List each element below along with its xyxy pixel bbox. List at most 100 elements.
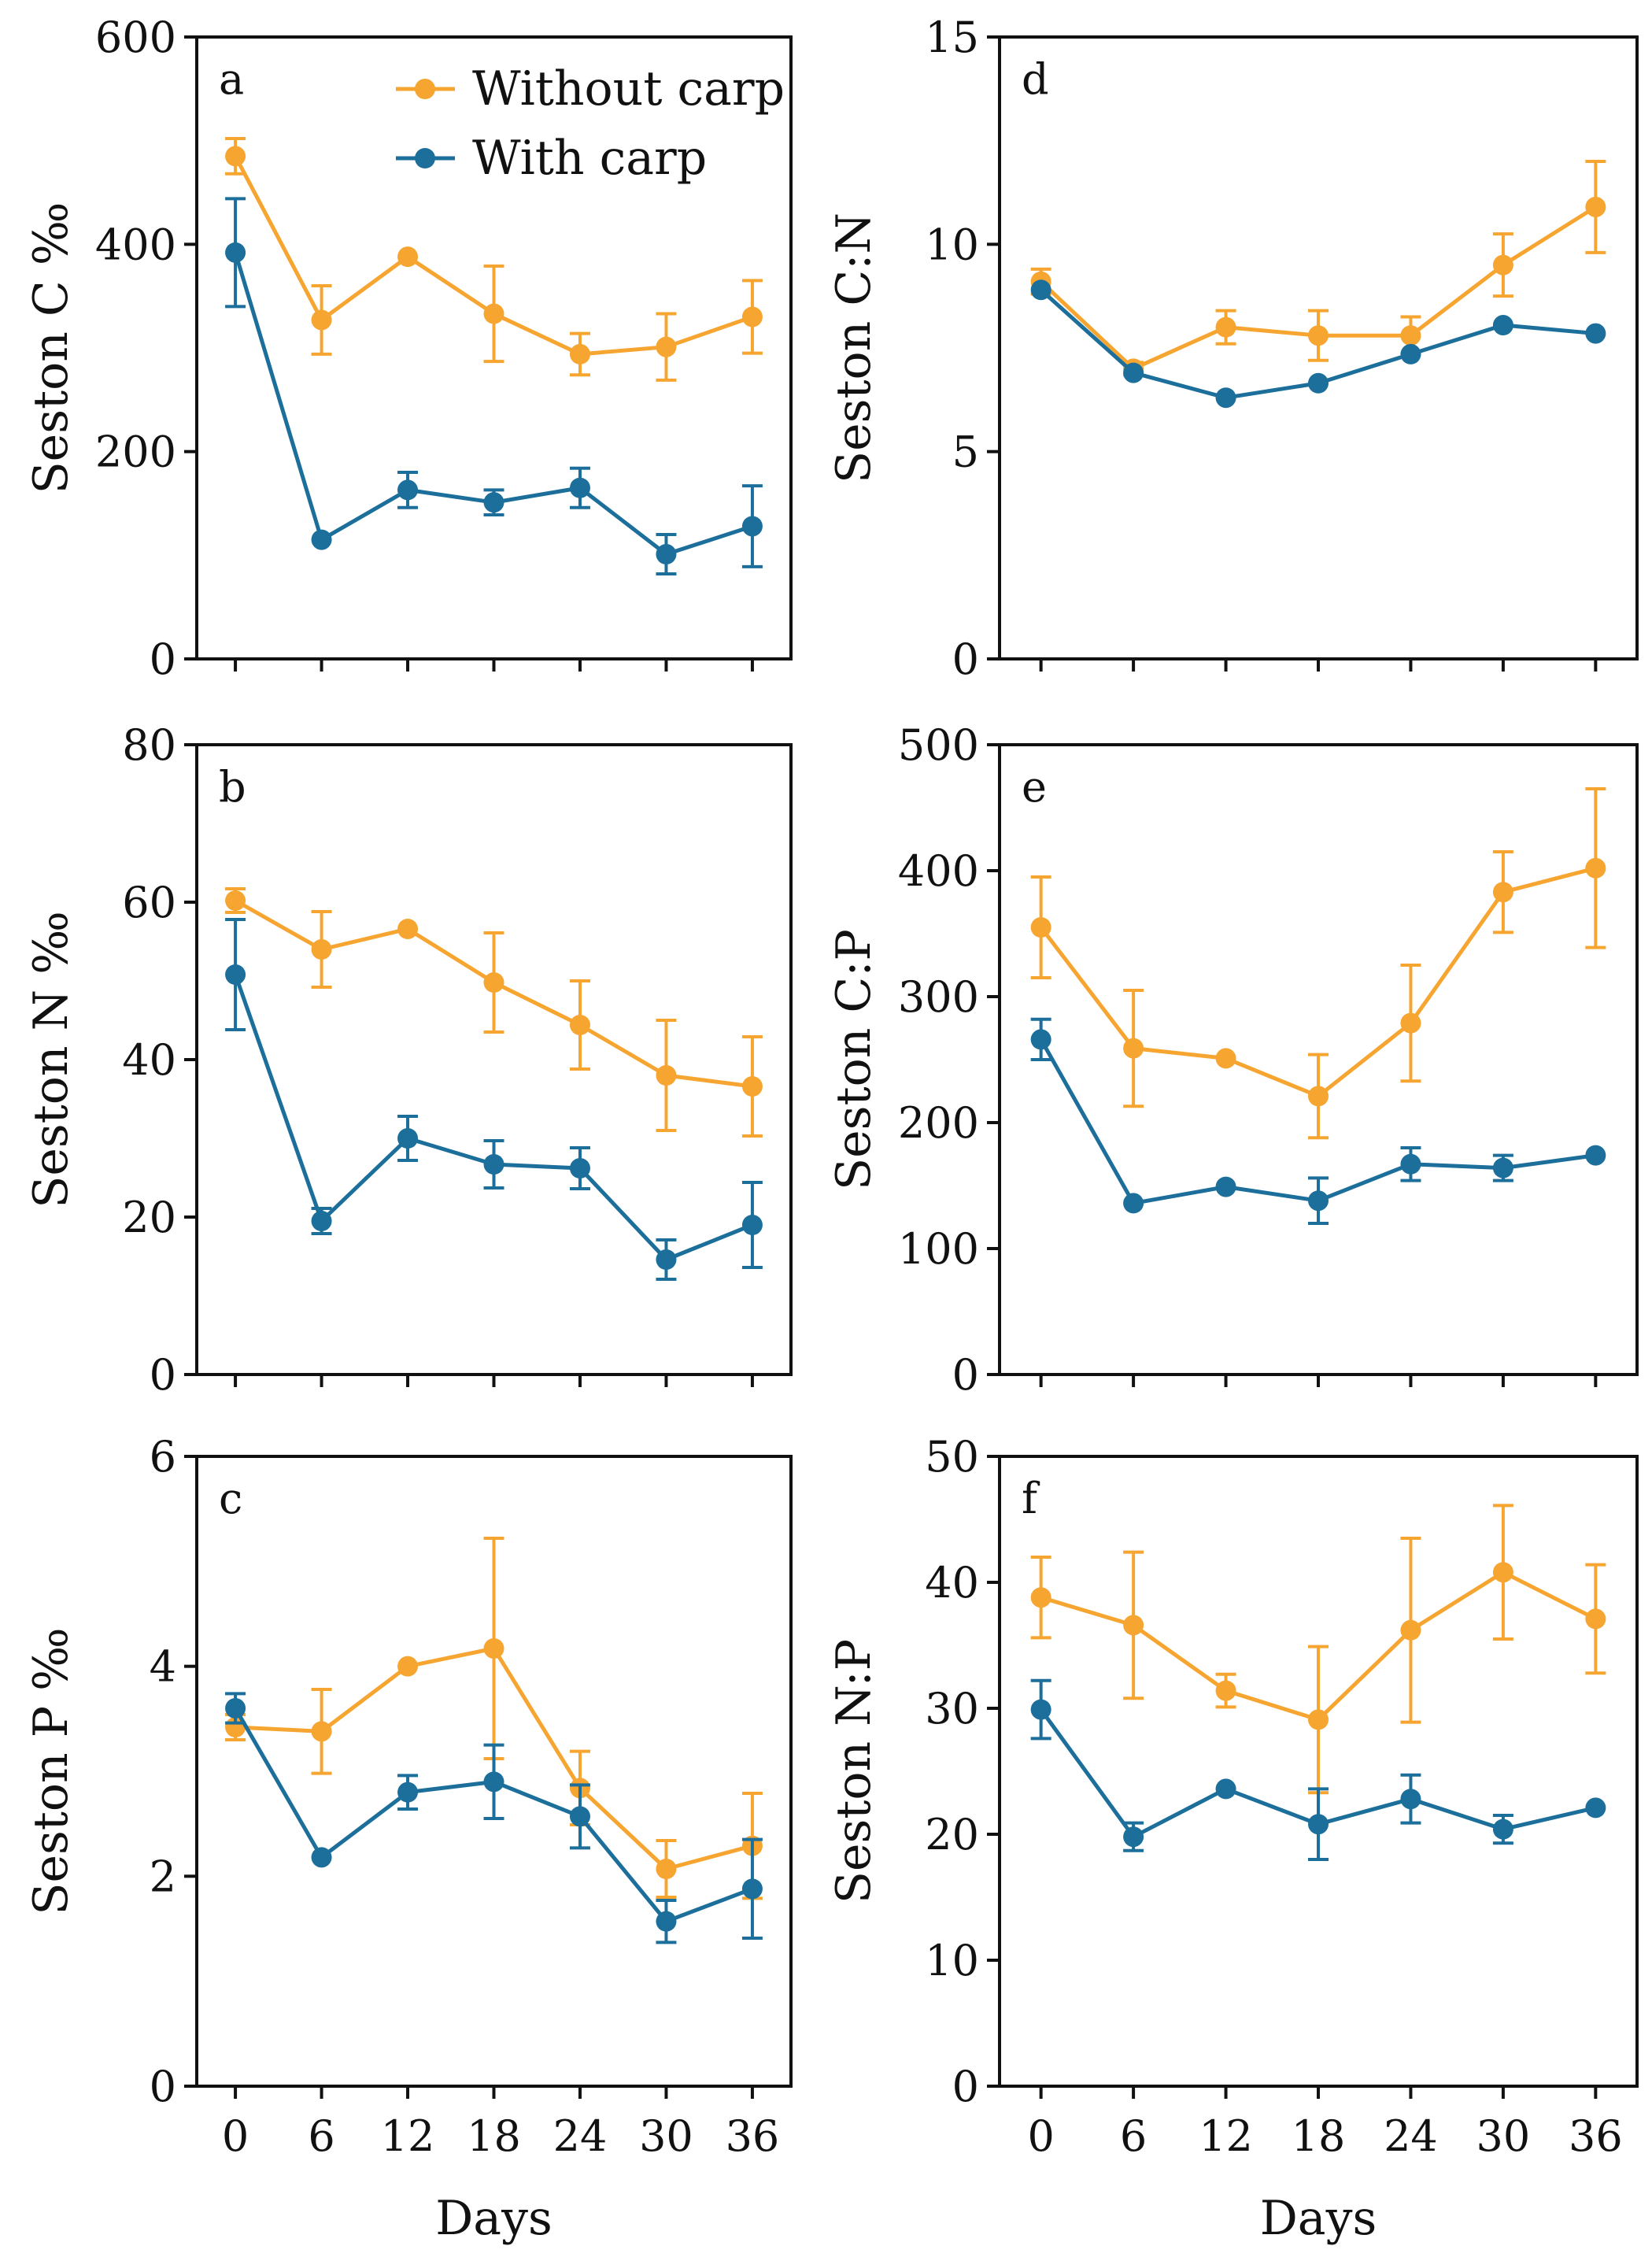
- y-axis-title: Seston C ‰: [24, 202, 79, 494]
- data-point: [656, 336, 677, 357]
- panel-letter: f: [1022, 1474, 1040, 1523]
- data-point: [397, 1656, 419, 1677]
- data-point: [397, 1128, 419, 1149]
- data-point: [1400, 1153, 1421, 1175]
- data-point: [311, 1847, 332, 1868]
- y-tick-label: 0: [952, 2062, 979, 2111]
- y-tick-label: 200: [95, 427, 176, 477]
- data-point: [1400, 1012, 1421, 1034]
- y-tick-label: 10: [925, 220, 979, 269]
- x-tick-label: 6: [308, 2111, 334, 2161]
- x-tick-label: 24: [553, 2111, 608, 2161]
- x-tick-label: 6: [1120, 2111, 1147, 2161]
- data-point: [483, 492, 504, 513]
- legend: Without carp With carp: [396, 61, 785, 186]
- panel-a: 0 200 400 600 Seston C ‰ a Without carp With ca…: [24, 13, 793, 684]
- data-point: [1030, 1587, 1051, 1608]
- x-tick-label: 0: [222, 2111, 249, 2161]
- series-with-carp: [1030, 1017, 1606, 1225]
- data-point: [397, 1782, 419, 1803]
- data-point: [1585, 1797, 1606, 1819]
- data-point: [397, 479, 419, 501]
- data-point: [1215, 316, 1236, 338]
- data-point: [311, 309, 332, 331]
- y-tick-label: 200: [898, 1098, 979, 1148]
- legend-label: Without carp: [472, 61, 785, 117]
- x-axis-title: Days: [1260, 2191, 1377, 2246]
- data-point: [225, 146, 246, 167]
- data-point: [569, 477, 590, 498]
- x-tick-label: 18: [1292, 2111, 1346, 2161]
- panel-letter: c: [219, 1474, 242, 1523]
- data-point: [483, 972, 504, 993]
- data-point: [225, 1698, 246, 1719]
- y-tick-label: 500: [898, 720, 979, 770]
- data-point: [1215, 1778, 1236, 1800]
- data-point: [397, 919, 419, 939]
- data-point: [483, 303, 504, 324]
- data-point: [1585, 857, 1606, 879]
- data-point: [483, 1638, 504, 1659]
- panel-letter: e: [1022, 762, 1047, 812]
- data-point: [741, 1076, 763, 1097]
- y-tick-label: 50: [925, 1432, 979, 1482]
- data-point: [741, 1215, 763, 1235]
- panel-letter: d: [1022, 54, 1049, 104]
- data-point: [656, 1911, 677, 1932]
- data-point: [1123, 1038, 1144, 1059]
- data-point: [1123, 1193, 1144, 1214]
- y-tick-label: 300: [898, 972, 979, 1022]
- x-tick-label: 36: [726, 2111, 780, 2161]
- y-tick-label: 0: [150, 1350, 176, 1400]
- y-axis-title: Seston C:P: [826, 929, 881, 1190]
- series-without-carp: [225, 1537, 763, 1900]
- panel-letter: b: [219, 762, 246, 812]
- data-point: [1492, 315, 1513, 336]
- data-point: [1308, 1709, 1329, 1730]
- data-point: [1585, 1145, 1606, 1166]
- data-point: [656, 1249, 677, 1270]
- y-tick-label: 100: [898, 1224, 979, 1274]
- data-point: [656, 1065, 677, 1086]
- data-point: [1492, 882, 1513, 903]
- data-point: [1308, 372, 1329, 394]
- y-tick-label: 40: [122, 1035, 176, 1085]
- x-tick-label: 30: [639, 2111, 693, 2161]
- y-tick-label: 400: [898, 846, 979, 896]
- series-without-carp: [1030, 160, 1606, 379]
- data-point: [1030, 1699, 1051, 1720]
- series-without-carp: [1030, 1504, 1606, 1795]
- y-tick-label: 40: [925, 1558, 979, 1608]
- x-axis-title: Days: [435, 2191, 553, 2246]
- data-point: [311, 1721, 332, 1742]
- data-point: [483, 1154, 504, 1175]
- y-tick-label: 10: [925, 1936, 979, 1985]
- data-point: [569, 1015, 590, 1035]
- x-tick-label: 12: [1199, 2111, 1253, 2161]
- plot-frame: [195, 743, 793, 1376]
- panel-b: 0 20 40 60 80 Seston N ‰ b: [24, 720, 793, 1400]
- y-tick-label: 30: [925, 1684, 979, 1733]
- y-tick-label: 6: [150, 1432, 176, 1482]
- data-point: [1308, 325, 1329, 346]
- data-point: [741, 1878, 763, 1900]
- panel-letter: a: [219, 54, 244, 104]
- data-point: [311, 529, 332, 550]
- data-point: [1215, 1680, 1236, 1701]
- series-without-carp: [225, 137, 763, 382]
- x-tick-label: 18: [467, 2111, 521, 2161]
- data-point: [1585, 196, 1606, 217]
- y-axis-title: Seston C:N: [826, 213, 881, 483]
- series-with-carp: [1030, 279, 1606, 409]
- y-tick-label: 0: [150, 635, 176, 684]
- data-point: [225, 964, 246, 985]
- series-with-carp: [1030, 1678, 1606, 1861]
- y-tick-label: 2: [150, 1852, 176, 1901]
- series-without-carp: [1030, 787, 1606, 1140]
- data-point: [1308, 1086, 1329, 1107]
- data-point: [1585, 323, 1606, 344]
- series-with-carp: [225, 1692, 763, 1944]
- data-point: [311, 1211, 332, 1231]
- data-point: [1400, 325, 1421, 346]
